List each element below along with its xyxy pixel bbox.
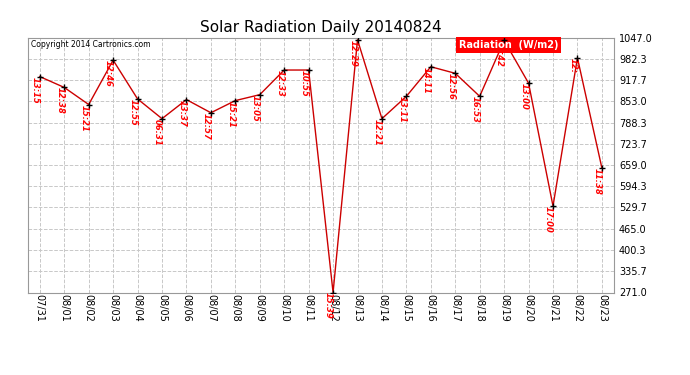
- Title: Solar Radiation Daily 20140824: Solar Radiation Daily 20140824: [200, 20, 442, 35]
- Text: 12:: 12:: [569, 58, 578, 73]
- Text: 13:11: 13:11: [397, 96, 406, 123]
- Text: 10:55: 10:55: [299, 70, 308, 97]
- Text: 13:15: 13:15: [31, 76, 40, 104]
- Text: 12:55: 12:55: [128, 99, 137, 126]
- Text: 15:21: 15:21: [226, 100, 235, 128]
- Text: 12:33: 12:33: [275, 70, 284, 97]
- Text: 12:46: 12:46: [104, 60, 113, 87]
- Text: 15:21: 15:21: [79, 105, 89, 131]
- Text: 06:31: 06:31: [153, 118, 162, 146]
- Text: 12:29: 12:29: [348, 40, 357, 67]
- Text: Radiation  (W/m2): Radiation (W/m2): [459, 40, 558, 50]
- Text: 11:38: 11:38: [593, 168, 602, 195]
- Text: 12:38: 12:38: [55, 87, 64, 114]
- Text: 12:42: 12:42: [495, 40, 504, 68]
- Text: 14:11: 14:11: [422, 67, 431, 94]
- Text: 17:00: 17:00: [544, 206, 553, 233]
- Text: 13:00: 13:00: [520, 83, 529, 110]
- Text: 12:56: 12:56: [446, 74, 455, 100]
- Text: 15:39: 15:39: [324, 292, 333, 320]
- Text: 12:21: 12:21: [373, 118, 382, 146]
- Text: 13:05: 13:05: [250, 94, 259, 122]
- Text: 13:37: 13:37: [177, 100, 186, 126]
- Text: 16:53: 16:53: [471, 96, 480, 123]
- Text: Copyright 2014 Cartronics.com: Copyright 2014 Cartronics.com: [30, 40, 150, 49]
- Text: 12:57: 12:57: [202, 113, 211, 140]
